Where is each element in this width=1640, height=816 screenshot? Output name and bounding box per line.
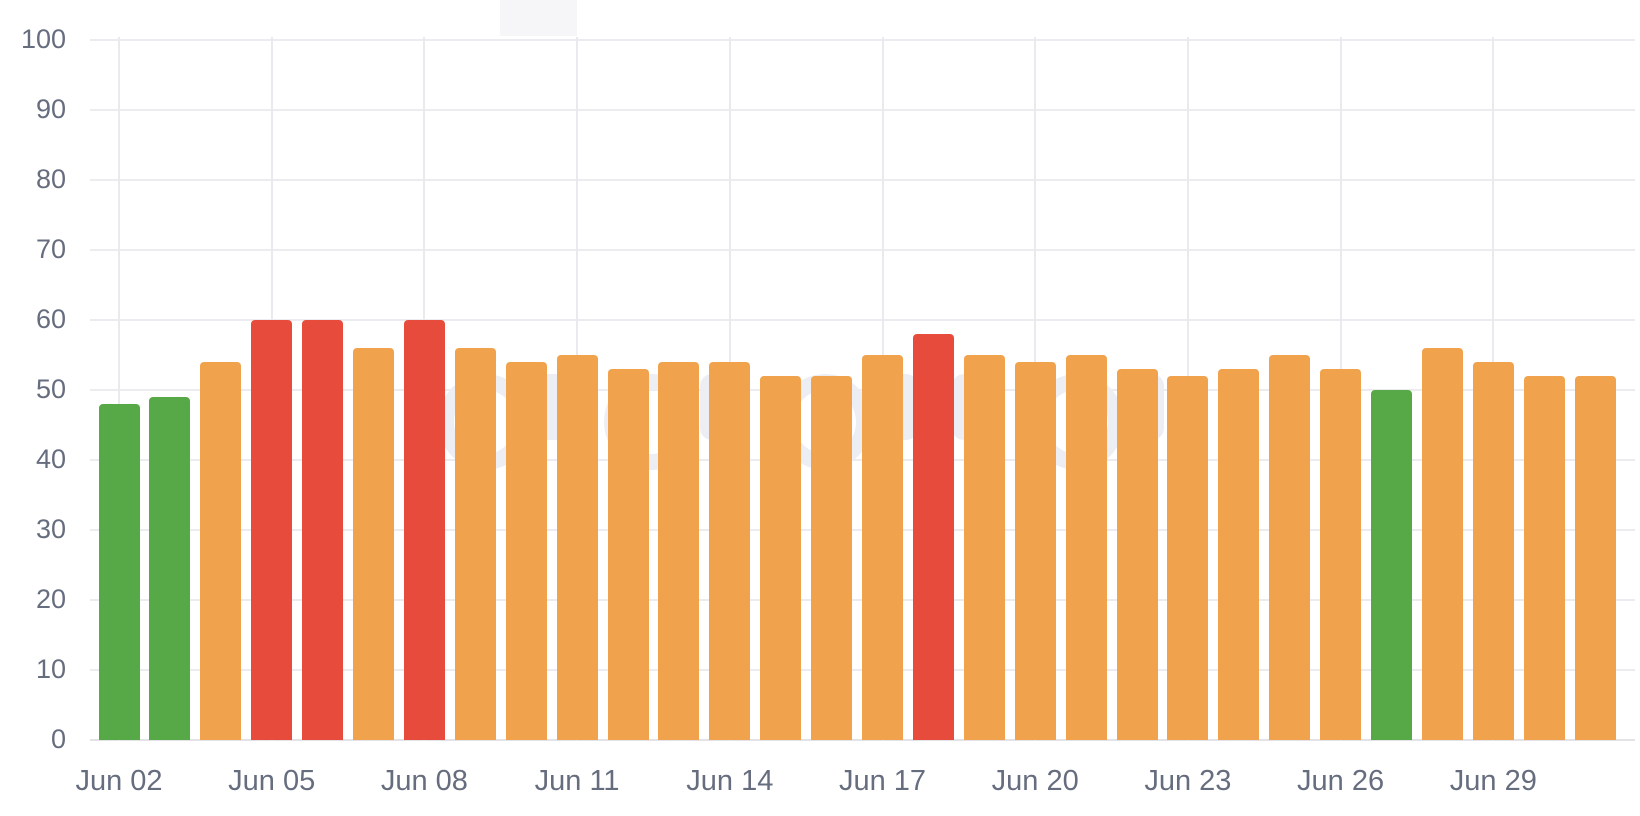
x-axis-tick-label: Jun 29	[1449, 765, 1537, 797]
y-axis-tick-label: 100	[20, 24, 66, 54]
bar-18[interactable]	[963, 355, 1005, 740]
y-axis-tick-label: 60	[35, 304, 66, 334]
gridline-horizontal	[90, 39, 1635, 41]
bar-23[interactable]	[1218, 369, 1260, 740]
bar-28[interactable]	[1472, 362, 1514, 740]
bar-29[interactable]	[1523, 376, 1565, 740]
bar-8[interactable]	[454, 348, 496, 740]
bar-3[interactable]	[200, 362, 242, 740]
bar-14[interactable]	[760, 376, 802, 740]
y-axis-tick-label: 0	[50, 724, 66, 754]
bar-15[interactable]	[811, 376, 853, 740]
bar-1[interactable]	[98, 404, 140, 740]
bar-13[interactable]	[709, 362, 751, 740]
y-axis-tick-label: 10	[35, 654, 66, 684]
bar-22[interactable]	[1167, 376, 1209, 740]
x-axis-tick-label: Jun 23	[1144, 765, 1232, 797]
bar-12[interactable]	[658, 362, 700, 740]
x-axis-tick-label: Jun 02	[75, 765, 163, 797]
y-axis-tick-label: 30	[35, 514, 66, 544]
y-axis-tick-label: 50	[35, 374, 66, 404]
bar-16[interactable]	[862, 355, 903, 740]
bar-9[interactable]	[505, 362, 547, 740]
bar-27[interactable]	[1421, 348, 1463, 740]
bar-20[interactable]	[1065, 355, 1107, 740]
x-axis-tick-label: Jun 08	[380, 765, 468, 797]
x-axis-tick-label: Jun 26	[1297, 765, 1385, 797]
x-axis-tick-label: Jun 11	[534, 765, 620, 797]
bar-21[interactable]	[1116, 369, 1158, 740]
gridline-horizontal	[90, 109, 1635, 111]
x-axis-tick-label: Jun 20	[991, 765, 1079, 797]
bar-26[interactable]	[1371, 390, 1412, 740]
gridline-horizontal	[90, 319, 1635, 321]
gridline-horizontal	[90, 179, 1635, 181]
bar-30[interactable]	[1574, 376, 1616, 740]
x-axis-tick-label: Jun 05	[228, 765, 316, 797]
bar-6[interactable]	[353, 348, 394, 740]
y-axis-tick-label: 40	[35, 444, 66, 474]
y-axis-tick-label: 90	[35, 94, 66, 124]
bar-24[interactable]	[1269, 355, 1311, 740]
bar-10[interactable]	[556, 355, 598, 740]
x-axis-tick-label: Jun 14	[686, 765, 774, 797]
y-axis-tick-label: 80	[35, 164, 66, 194]
gridline-vertical	[118, 37, 120, 741]
x-axis-line	[90, 739, 1635, 741]
bar-25[interactable]	[1320, 369, 1362, 740]
gridline-horizontal	[90, 249, 1635, 251]
y-axis-tick-label: 70	[35, 234, 66, 264]
bar-19[interactable]	[1014, 362, 1056, 740]
bar-7[interactable]	[403, 320, 445, 740]
bar-11[interactable]	[607, 369, 649, 740]
watermark-shape	[500, 0, 577, 36]
x-axis-tick-label: Jun 17	[838, 765, 927, 797]
bar-17[interactable]	[912, 334, 954, 740]
bar-2[interactable]	[149, 397, 191, 740]
y-axis-tick-label: 20	[35, 584, 66, 614]
bar-5[interactable]	[302, 320, 344, 740]
bar-4[interactable]	[251, 320, 293, 740]
